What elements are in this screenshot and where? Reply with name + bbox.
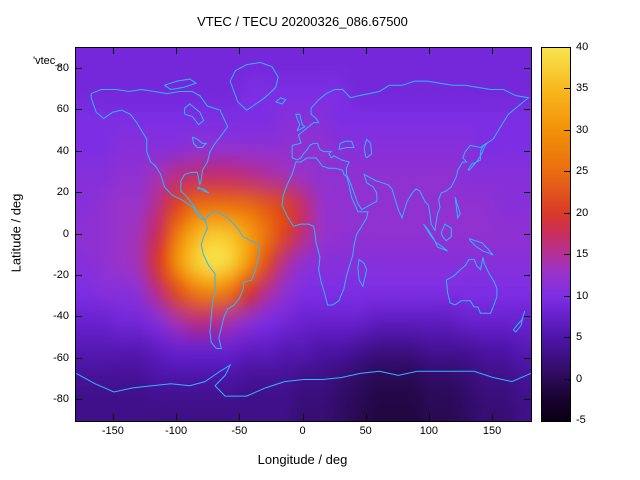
- tick-mark: [365, 414, 367, 420]
- x-tick-label: 50: [359, 425, 372, 437]
- tick-mark: [564, 129, 570, 131]
- tick-mark: [564, 212, 570, 214]
- y-tick-label: -40: [53, 310, 69, 323]
- coastline-uk: [296, 114, 305, 131]
- tick-mark: [524, 274, 530, 276]
- heatmap-plot: [75, 47, 532, 422]
- colorbar-tick-label: 10: [576, 289, 589, 302]
- coastline-iceland: [276, 98, 286, 104]
- tick-mark: [302, 48, 304, 54]
- colorbar-tick-label: 30: [576, 123, 589, 136]
- tick-mark: [176, 414, 178, 420]
- coastline-caspian-sea: [364, 139, 372, 158]
- tick-mark: [112, 48, 114, 54]
- x-tick-label: -50: [231, 425, 248, 437]
- coastline-australia: [446, 257, 497, 313]
- x-tick-label: 150: [482, 425, 502, 437]
- tick-mark: [76, 399, 82, 401]
- coastline-hudson-bay: [185, 104, 204, 125]
- tick-mark: [524, 233, 530, 235]
- tick-mark: [112, 414, 114, 420]
- tick-mark: [492, 48, 494, 54]
- tick-mark: [564, 378, 570, 380]
- coastline-black-sea: [339, 141, 354, 149]
- coastline-india-japan: [468, 143, 487, 170]
- tick-mark: [524, 316, 530, 318]
- tick-mark: [239, 414, 241, 420]
- y-tick-label: -80: [53, 393, 69, 406]
- tick-mark: [176, 48, 178, 54]
- coastline-south-america: [201, 212, 259, 349]
- tick-mark: [76, 357, 82, 359]
- y-axis-label: Latitude / deg: [8, 193, 24, 273]
- tick-mark: [524, 150, 530, 152]
- tick-mark: [365, 48, 367, 54]
- coastline-madagascar: [358, 259, 367, 286]
- colorbar-tick-label: 20: [576, 206, 589, 219]
- tick-mark: [564, 171, 570, 173]
- chart-title: VTEC / TECU 20200326_086.67500: [197, 14, 408, 29]
- y-tick-label: 60: [56, 103, 69, 116]
- tick-mark: [564, 337, 570, 339]
- tick-mark: [76, 150, 82, 152]
- tick-mark: [492, 414, 494, 420]
- coastline-philippines: [455, 197, 460, 218]
- tick-mark: [564, 254, 570, 256]
- y-tick-label: 20: [56, 186, 69, 199]
- coastline-new-zealand: [513, 311, 524, 332]
- tick-mark: [76, 274, 82, 276]
- coastline-arctic-islands: [164, 79, 196, 89]
- tick-mark: [239, 48, 241, 54]
- x-tick-label: -100: [165, 425, 188, 437]
- colorbar-tick-label: 35: [576, 82, 589, 95]
- colorbar-tick-label: 40: [576, 41, 589, 53]
- coastline-cuba: [197, 187, 208, 193]
- y-tick-label: 40: [56, 144, 69, 157]
- x-tick-label: 0: [299, 425, 306, 437]
- tick-mark: [76, 192, 82, 194]
- coastline-eurasia: [292, 81, 528, 230]
- colorbar-tick-label: 5: [576, 331, 583, 344]
- tick-mark: [524, 67, 530, 69]
- tick-mark: [564, 88, 570, 90]
- tick-mark: [524, 192, 530, 194]
- x-tick-label: -150: [101, 425, 124, 437]
- tick-mark: [428, 414, 430, 420]
- tick-mark: [302, 414, 304, 420]
- colorbar-tick-label: 25: [576, 165, 589, 178]
- tick-mark: [564, 295, 570, 297]
- tick-mark: [76, 233, 82, 235]
- x-axis-label: Longitude / deg: [257, 452, 348, 467]
- tick-mark: [564, 420, 570, 421]
- coastline-africa: [282, 158, 368, 305]
- tick-mark: [564, 47, 570, 48]
- key-label: 'vtec_: [33, 55, 62, 67]
- coastline-great-lakes: [192, 137, 206, 147]
- tick-mark: [76, 316, 82, 318]
- coastline-new-guinea: [469, 239, 493, 256]
- tick-mark: [524, 109, 530, 111]
- colorbar-tick-label: -5: [576, 414, 586, 426]
- coastline-sumatra-java: [424, 224, 448, 251]
- coastline-greenland: [230, 63, 278, 111]
- y-tick-label: 80: [56, 61, 69, 74]
- tick-mark: [428, 48, 430, 54]
- colorbar-tick-label: 15: [576, 248, 589, 261]
- tick-mark: [524, 357, 530, 359]
- coastlines-overlay: [76, 48, 531, 421]
- tick-mark: [524, 399, 530, 401]
- y-tick-label: -60: [53, 351, 69, 364]
- x-tick-label: 100: [419, 425, 439, 437]
- colorbar: [541, 47, 571, 422]
- coastline-antarctica: [76, 365, 531, 396]
- colorbar-tick-label: 0: [576, 372, 583, 385]
- y-tick-label: -20: [53, 268, 69, 281]
- y-tick-label: 0: [62, 227, 69, 240]
- tick-mark: [76, 109, 82, 111]
- coastline-north-america: [91, 89, 228, 220]
- coastline-borneo: [441, 224, 451, 241]
- heatmap-canvas: [76, 48, 531, 421]
- tick-mark: [76, 67, 82, 69]
